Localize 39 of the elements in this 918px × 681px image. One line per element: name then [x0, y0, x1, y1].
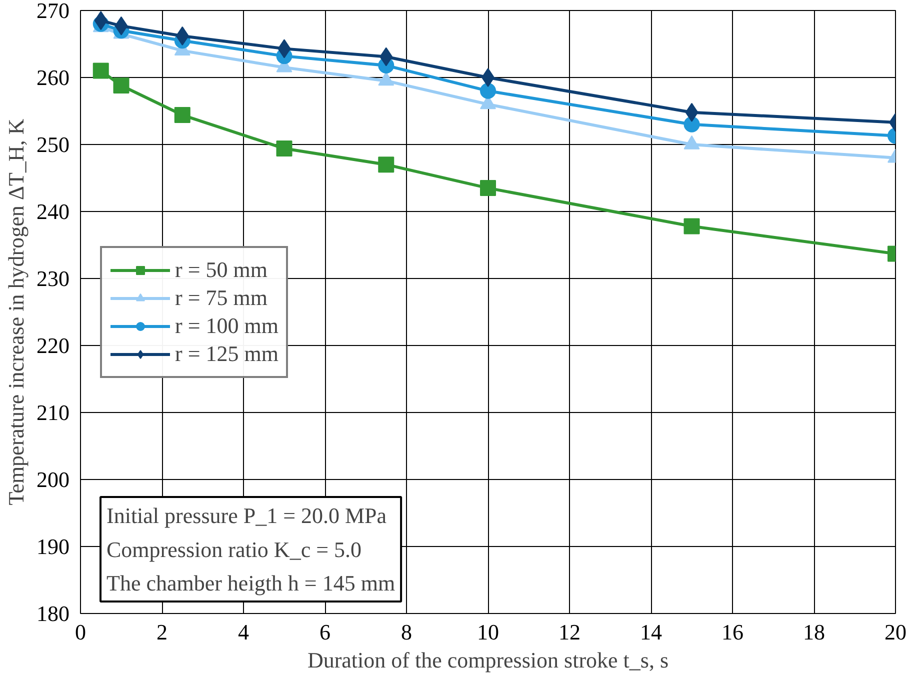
y-tick-label: 180 [36, 601, 70, 626]
point [480, 180, 496, 196]
legend-label: r = 100 mm [175, 312, 278, 340]
y-tick-label: 260 [36, 65, 70, 90]
point [92, 62, 109, 79]
y-tick-label: 210 [36, 400, 70, 425]
point [480, 82, 496, 99]
point [174, 107, 190, 124]
legend-label: r = 125 mm [175, 340, 278, 368]
x-axis-title: Duration of the compression stroke t_s, s [307, 648, 669, 672]
x-tick-label: 18 [803, 620, 825, 644]
x-tick-label: 10 [477, 620, 499, 644]
point [684, 116, 700, 132]
x-tick-label: 2 [156, 620, 168, 644]
point [378, 156, 394, 173]
y-tick-label: 220 [36, 333, 70, 358]
annotation: Compression ratio K_c = 5.0 [106, 536, 362, 562]
y-tick-label: 230 [36, 266, 70, 291]
x-tick-label: 8 [401, 620, 412, 644]
y-axis-title: Temperature increase in hydrogen ΔT_H, K [4, 118, 28, 506]
x-tick-label: 0 [75, 620, 86, 644]
x-tick-label: 6 [320, 620, 330, 644]
legend-label: r = 75 mm [175, 284, 268, 312]
point [684, 218, 700, 234]
annotation: Initial pressure P_1 = 20.0 MPa [106, 503, 387, 528]
x-tick-label: 14 [640, 620, 662, 644]
annotation: The chamber heigth h = 145 mm [106, 570, 396, 596]
point [113, 78, 130, 94]
x-tick-label: 12 [558, 620, 580, 644]
y-tick-label: 270 [36, 0, 70, 23]
point [276, 140, 292, 157]
x-tick-label: 20 [884, 620, 906, 644]
y-tick-label: 190 [36, 534, 70, 559]
x-tick-label: 4 [238, 620, 249, 644]
y-tick-label: 240 [36, 199, 70, 224]
x-tick-label: 16 [722, 620, 744, 644]
legend-label: r = 50 mm [175, 256, 268, 284]
y-tick-label: 200 [36, 467, 70, 492]
y-tick-label: 250 [36, 132, 70, 157]
